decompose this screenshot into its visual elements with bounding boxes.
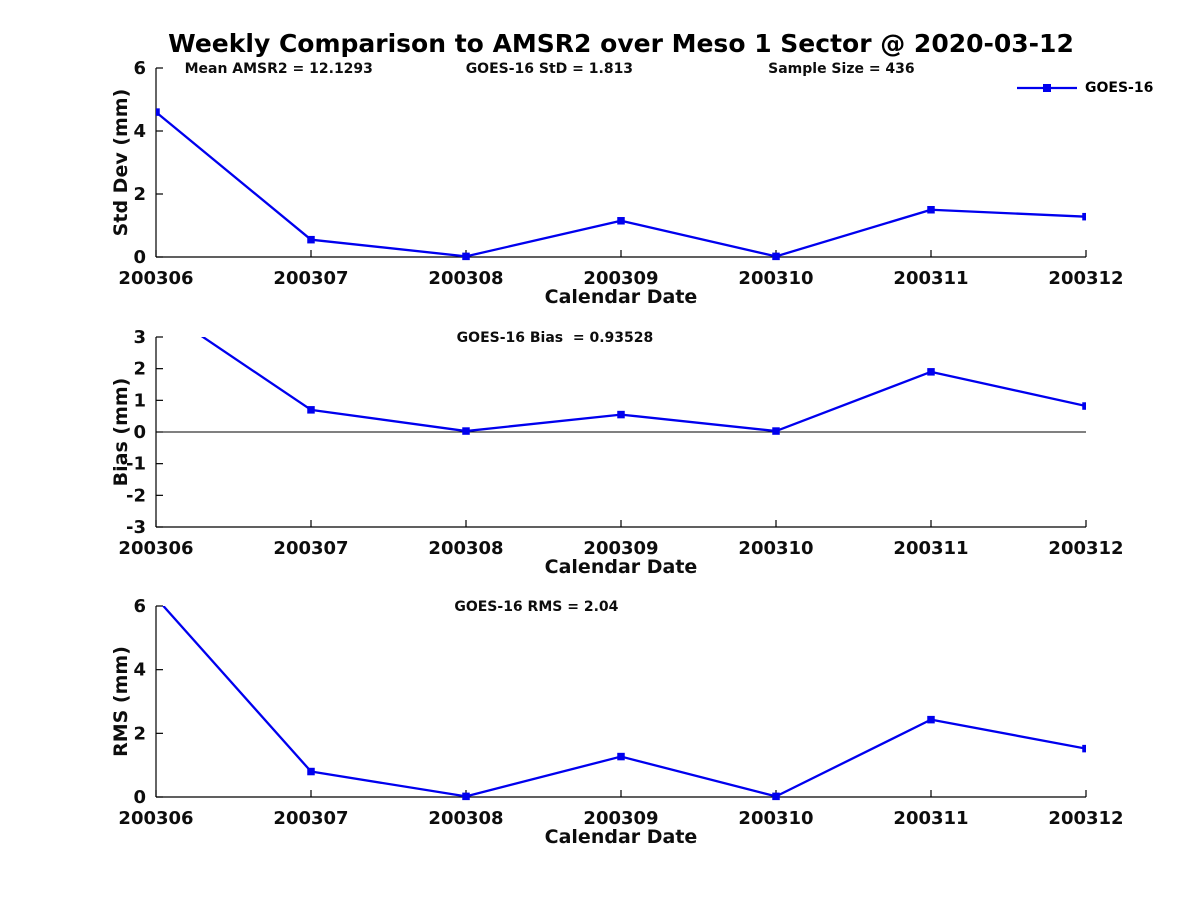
bias-marker <box>927 368 935 376</box>
x-tick-label: 200312 <box>1048 808 1123 829</box>
legend-swatch <box>1017 84 1077 92</box>
y-tick-label: 0 <box>133 422 146 443</box>
x-tick-label: 200310 <box>738 538 813 559</box>
std-dev-marker <box>156 108 160 116</box>
x-tick-label: 200312 <box>1048 538 1123 559</box>
rms-marker <box>1082 744 1086 753</box>
std-dev-marker <box>307 235 315 244</box>
x-tick-label: 200306 <box>118 808 193 829</box>
x-tick-label: 200306 <box>118 268 193 289</box>
bias-xlabel: Calendar Date <box>545 556 698 578</box>
y-tick-label: 2 <box>133 359 146 380</box>
y-tick-label: 6 <box>133 58 146 79</box>
bias-marker <box>307 406 315 414</box>
rms-xlabel: Calendar Date <box>545 826 698 848</box>
rms-marker <box>617 752 625 761</box>
x-tick-label: 200309 <box>583 268 658 289</box>
x-tick-label: 200311 <box>893 538 968 559</box>
y-tick-label: 4 <box>133 121 146 142</box>
rms-series-line <box>161 606 1086 798</box>
bias-marker <box>152 302 160 310</box>
rms-ylabel: RMS (mm) <box>110 646 132 757</box>
annotation: Sample Size = 436 <box>768 61 915 77</box>
figure-title: Weekly Comparison to AMSR2 over Meso 1 S… <box>168 29 1074 58</box>
y-tick-label: 4 <box>133 660 146 681</box>
bias-marker <box>772 427 780 435</box>
rms-marker <box>927 715 935 724</box>
x-tick-label: 200308 <box>428 808 503 829</box>
rms-marker <box>152 594 160 602</box>
x-tick-label: 200312 <box>1048 268 1123 289</box>
x-tick-label: 200309 <box>583 538 658 559</box>
y-tick-label: 2 <box>133 723 146 744</box>
bias-ylabel: Bias (mm) <box>110 378 132 487</box>
x-tick-label: 200310 <box>738 268 813 289</box>
legend-label: GOES-16 <box>1085 80 1154 96</box>
x-tick-label: 200311 <box>893 808 968 829</box>
x-tick-label: 200308 <box>428 268 503 289</box>
annotation: GOES-16 Bias = 0.93528 <box>457 330 654 346</box>
y-tick-label: 2 <box>133 184 146 205</box>
legend: GOES-16 <box>1016 80 1153 96</box>
y-tick-label: 0 <box>133 787 146 808</box>
x-tick-label: 200307 <box>273 538 348 559</box>
std-dev-xlabel: Calendar Date <box>545 286 698 308</box>
bias-marker <box>462 427 470 435</box>
std-dev-marker <box>462 252 470 261</box>
legend-marker <box>1043 84 1051 92</box>
std-dev-ylabel: Std Dev (mm) <box>110 89 132 237</box>
std-dev-marker <box>1082 212 1086 221</box>
y-tick-label: -3 <box>126 517 146 538</box>
x-tick-label: 200306 <box>118 538 193 559</box>
std-dev-marker <box>927 206 935 214</box>
std-dev-panel: 0 2 4 6 200306 200307 200308 200309 200310 200311… <box>110 58 1124 308</box>
x-tick-label: 200310 <box>738 808 813 829</box>
std-dev-marker <box>617 217 625 225</box>
rms-marker <box>307 767 315 776</box>
x-tick-label: 200307 <box>273 268 348 289</box>
annotation: Mean AMSR2 = 12.1293 <box>185 61 373 77</box>
rms-marker <box>462 792 470 801</box>
x-tick-label: 200308 <box>428 538 503 559</box>
annotation: GOES-16 StD = 1.813 <box>466 61 633 77</box>
x-tick-label: 200309 <box>583 808 658 829</box>
y-tick-label: 6 <box>133 596 146 617</box>
y-tick-label: -2 <box>126 485 146 506</box>
bias-marker <box>617 410 625 419</box>
y-tick-label: -1 <box>126 454 146 475</box>
std-dev-series-line <box>156 110 1086 258</box>
y-tick-label: 3 <box>133 327 146 348</box>
rms-marker <box>772 792 780 801</box>
annotation: GOES-16 RMS = 2.04 <box>454 599 618 615</box>
y-tick-label: 1 <box>133 390 146 411</box>
y-tick-label: 0 <box>133 247 146 268</box>
rms-panel: 0 2 4 6 200306 200307 200308 200309 200310 200311… <box>110 594 1124 848</box>
x-tick-label: 200307 <box>273 808 348 829</box>
std-dev-marker <box>772 252 780 261</box>
bias-marker <box>1082 402 1086 410</box>
x-tick-label: 200311 <box>893 268 968 289</box>
